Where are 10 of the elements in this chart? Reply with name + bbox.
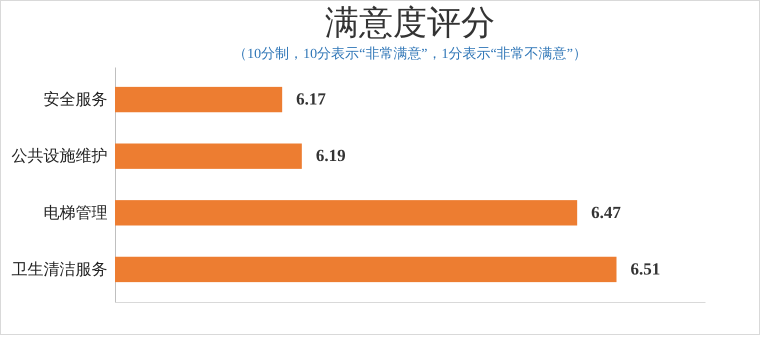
chart-title: 满意度评分 [325,5,495,42]
y-tick-label: 卫生清洁服务 [12,260,108,278]
data-label: 6.17 [296,90,326,109]
y-tick-label: 安全服务 [44,90,108,109]
data-label: 6.47 [591,202,622,222]
y-tick-label: 电梯管理 [44,204,108,222]
y-tick-label: 公共设施维护 [12,147,108,166]
data-label: 6.51 [630,259,660,278]
chart-subtitle: （10分制，10分表示“非常满意”，1分表示“非常不满意”） [233,46,587,62]
data-label: 6.19 [316,146,346,166]
